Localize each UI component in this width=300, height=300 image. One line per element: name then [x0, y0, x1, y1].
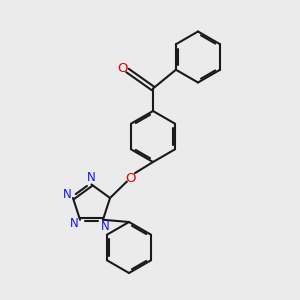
Text: N: N [70, 217, 79, 230]
Text: N: N [63, 188, 72, 201]
Text: O: O [117, 62, 128, 76]
Text: N: N [100, 220, 109, 233]
Text: O: O [125, 172, 136, 185]
Text: N: N [87, 171, 96, 184]
